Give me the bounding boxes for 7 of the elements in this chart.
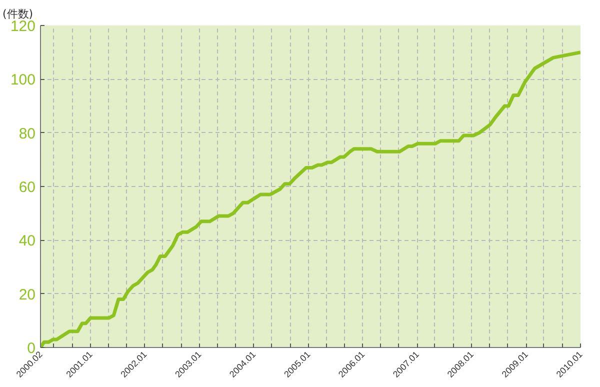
y-tick-label: 100 bbox=[10, 72, 36, 89]
y-tick-label: 60 bbox=[18, 179, 36, 196]
y-tick-label: 80 bbox=[18, 125, 36, 142]
y-tick-label: 20 bbox=[18, 286, 36, 304]
y-tick-label: 40 bbox=[18, 232, 36, 250]
y-tick-label: 120 bbox=[10, 18, 36, 35]
y-axis-title: (件数) bbox=[2, 8, 34, 20]
